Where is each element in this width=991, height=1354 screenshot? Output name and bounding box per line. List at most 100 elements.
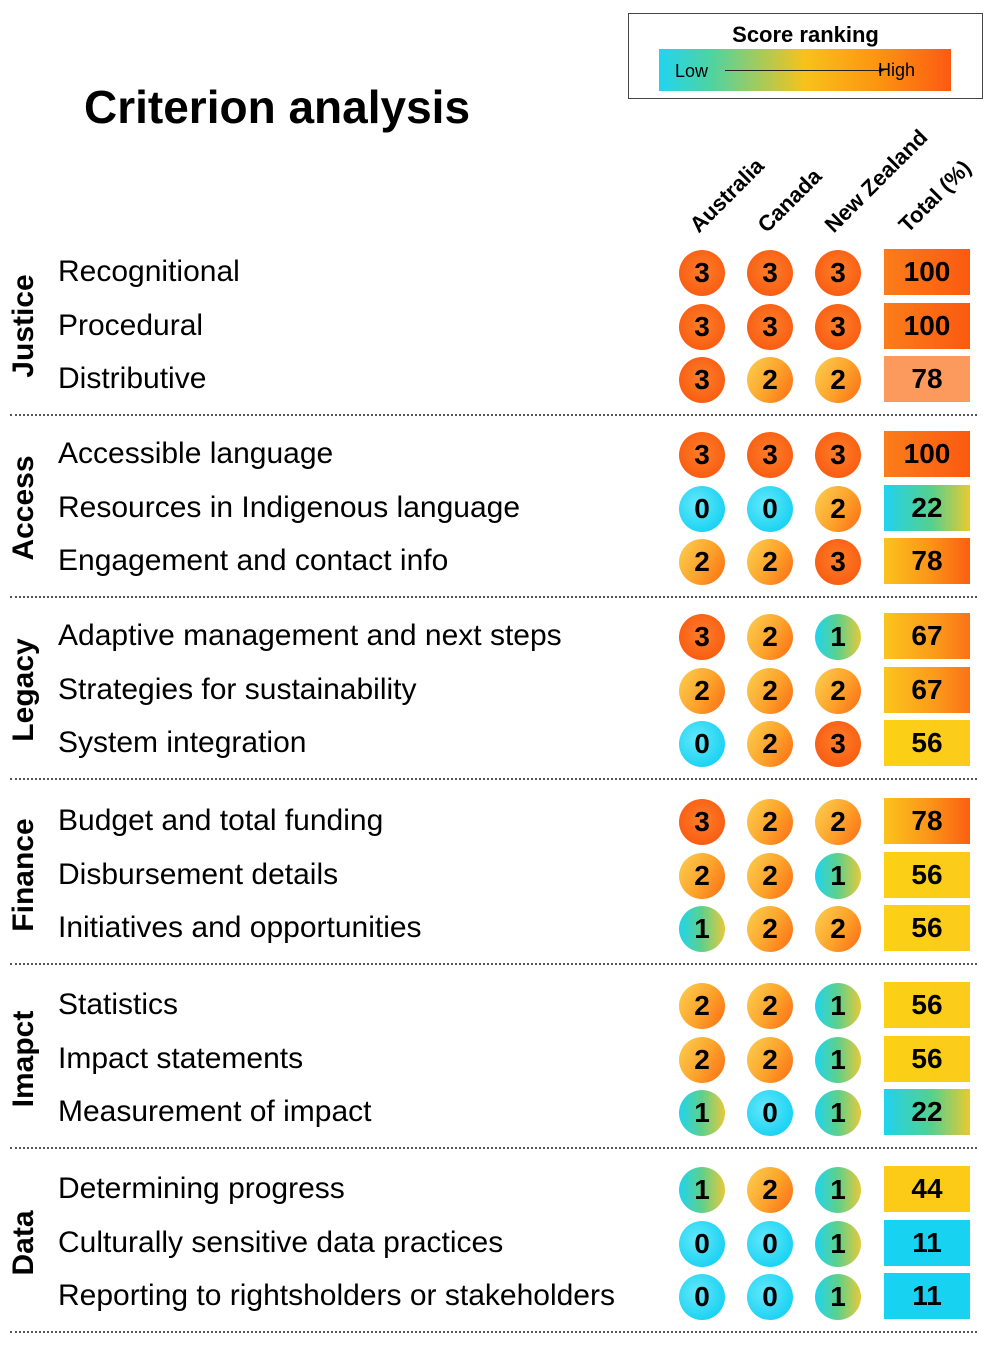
score-circle-australia: 0 <box>679 486 725 532</box>
group-separator <box>10 596 977 598</box>
row-label: Initiatives and opportunities <box>58 911 422 944</box>
score-circle-australia: 0 <box>679 721 725 767</box>
score-circle-new-zealand: 3 <box>815 432 861 478</box>
score-circle-new-zealand: 2 <box>815 799 861 845</box>
legend-title: Score ranking <box>732 22 879 47</box>
total-percent: 78 <box>884 356 970 402</box>
score-circle-canada: 2 <box>747 983 793 1029</box>
score-circle-canada: 2 <box>747 539 793 585</box>
score-circle-new-zealand: 3 <box>815 539 861 585</box>
score-circle-canada: 2 <box>747 614 793 660</box>
row-label: Adaptive management and next steps <box>58 619 562 652</box>
score-circle-australia: 0 <box>679 1274 725 1320</box>
score-circle-new-zealand: 1 <box>815 614 861 660</box>
score-circle-new-zealand: 2 <box>815 357 861 403</box>
group-separator <box>10 778 977 780</box>
score-circle-new-zealand: 2 <box>815 486 861 532</box>
score-circle-new-zealand: 3 <box>815 721 861 767</box>
score-circle-canada: 0 <box>747 1221 793 1267</box>
row-label: Budget and total funding <box>58 804 384 837</box>
group-separator <box>10 1331 977 1333</box>
chart-title-text: Criterion analysis <box>84 81 471 133</box>
score-circle-new-zealand: 1 <box>815 853 861 899</box>
row-label: Procedural <box>58 309 204 342</box>
group-separator <box>10 963 977 965</box>
row-label: System integration <box>58 726 307 759</box>
total-percent: 22 <box>884 485 970 531</box>
row-label: Strategies for sustainability <box>58 673 417 706</box>
score-circle-canada: 2 <box>747 853 793 899</box>
score-circle-canada: 0 <box>747 1274 793 1320</box>
score-circle-new-zealand: 1 <box>815 1274 861 1320</box>
score-circle-australia: 2 <box>679 1037 725 1083</box>
total-percent: 56 <box>884 982 970 1028</box>
legend-high-label: High <box>877 60 915 80</box>
row-label: Resources in Indigenous language <box>58 491 520 524</box>
score-circle-canada: 3 <box>747 250 793 296</box>
group-label-finance: Finance <box>7 818 40 932</box>
score-circle-australia: 2 <box>679 983 725 1029</box>
group-label-data: Data <box>7 1210 40 1276</box>
group-label-justice: Justice <box>7 274 40 378</box>
score-circle-new-zealand: 1 <box>815 1167 861 1213</box>
score-circle-canada: 2 <box>747 799 793 845</box>
score-circle-australia: 3 <box>679 799 725 845</box>
total-percent: 100 <box>884 303 970 349</box>
total-percent: 22 <box>884 1089 970 1135</box>
column-header-australia: Australia <box>684 153 769 238</box>
score-circle-australia: 2 <box>679 668 725 714</box>
score-circle-canada: 2 <box>747 1037 793 1083</box>
score-circle-australia: 1 <box>679 1090 725 1136</box>
group-label-access: Access <box>7 455 40 561</box>
score-circle-canada: 2 <box>747 357 793 403</box>
total-percent: 78 <box>884 538 970 584</box>
group-separator <box>10 414 977 416</box>
row-label: Reporting to rightsholders or stakeholde… <box>58 1279 615 1312</box>
score-circle-australia: 2 <box>679 539 725 585</box>
total-percent: 11 <box>884 1273 970 1319</box>
total-percent: 100 <box>884 249 970 295</box>
row-label: Distributive <box>58 362 207 395</box>
row-label: Disbursement details <box>58 858 339 891</box>
score-circle-australia: 3 <box>679 250 725 296</box>
total-percent: 100 <box>884 431 970 477</box>
score-circle-new-zealand: 1 <box>815 983 861 1029</box>
row-label: Engagement and contact info <box>58 544 449 577</box>
score-circle-new-zealand: 1 <box>815 1037 861 1083</box>
total-percent: 67 <box>884 667 970 713</box>
group-label-imapct: Imapct <box>7 1010 40 1108</box>
score-circle-australia: 2 <box>679 853 725 899</box>
score-circle-australia: 1 <box>679 1167 725 1213</box>
score-circle-new-zealand: 1 <box>815 1090 861 1136</box>
group-label-legacy: Legacy <box>7 638 40 742</box>
score-circle-australia: 3 <box>679 357 725 403</box>
row-label: Determining progress <box>58 1172 345 1205</box>
total-percent: 56 <box>884 905 970 951</box>
total-percent: 56 <box>884 852 970 898</box>
score-circle-australia: 0 <box>679 1221 725 1267</box>
row-label: Impact statements <box>58 1042 304 1075</box>
legend-arrow-icon <box>725 67 885 73</box>
score-circle-new-zealand: 3 <box>815 250 861 296</box>
score-circle-new-zealand: 3 <box>815 304 861 350</box>
score-circle-australia: 3 <box>679 304 725 350</box>
score-circle-new-zealand: 2 <box>815 906 861 952</box>
score-circle-new-zealand: 2 <box>815 668 861 714</box>
total-percent: 11 <box>884 1220 970 1266</box>
row-label: Culturally sensitive data practices <box>58 1226 504 1259</box>
row-label: Recognitional <box>58 255 240 288</box>
score-circle-new-zealand: 1 <box>815 1221 861 1267</box>
total-percent: 56 <box>884 720 970 766</box>
row-label: Measurement of impact <box>58 1095 372 1128</box>
row-label: Accessible language <box>58 437 334 470</box>
score-circle-canada: 2 <box>747 1167 793 1213</box>
group-separator <box>10 1147 977 1149</box>
chart-title: Criterion analysis <box>84 78 470 137</box>
score-circle-canada: 3 <box>747 304 793 350</box>
score-circle-canada: 0 <box>747 1090 793 1136</box>
score-circle-canada: 2 <box>747 668 793 714</box>
score-circle-australia: 3 <box>679 614 725 660</box>
legend-low-label: Low <box>675 61 709 81</box>
total-percent: 67 <box>884 613 970 659</box>
score-circle-canada: 3 <box>747 432 793 478</box>
